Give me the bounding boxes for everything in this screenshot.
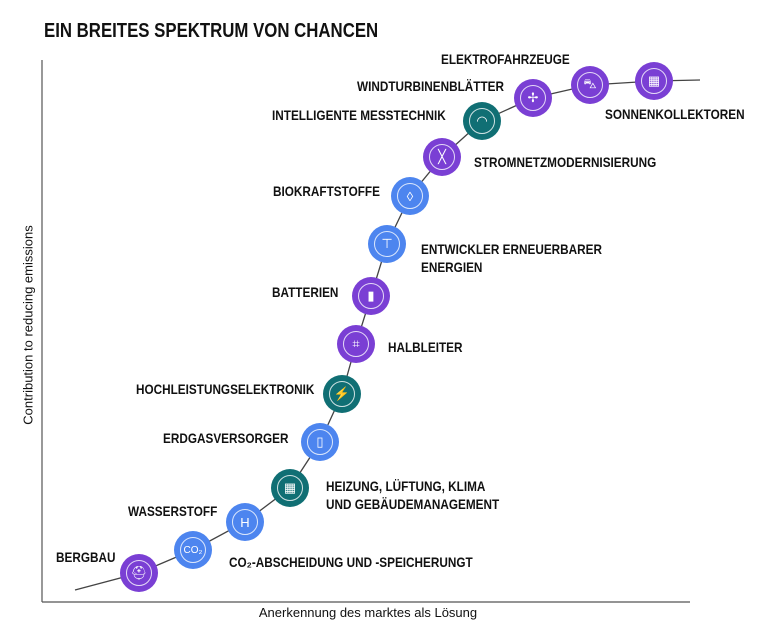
item-label-line: INTELLIGENTE MESSTECHNIK: [272, 107, 446, 123]
item-label-line: WINDTURBINENBLÄTTER: [357, 78, 504, 94]
item-label-line: ERDGASVERSORGER: [163, 430, 289, 446]
node-3: H: [226, 503, 264, 541]
node-ring: [641, 68, 667, 94]
node-8: ▮: [352, 277, 390, 315]
item-label-line: HOCHLEISTUNGSELEKTRONIK: [136, 381, 315, 397]
page-title: EIN BREITES SPEKTRUM VON CHANCEN: [44, 20, 379, 42]
item-label: ELEKTROFAHRZEUGE: [441, 50, 594, 68]
item-label: BERGBAU: [56, 548, 127, 566]
node-ring: [277, 475, 303, 501]
item-label-line: ELEKTROFAHRZEUGE: [441, 51, 570, 67]
crane-icon: ⊤: [381, 236, 393, 251]
node-ring: [232, 509, 258, 535]
drop-icon: ◊: [406, 188, 414, 204]
item-label-line: SONNENKOLLEKTOREN: [605, 106, 745, 122]
y-axis-label: Contribution to reducing emissions: [20, 225, 36, 425]
node-13: ✢: [514, 79, 552, 117]
node-ring: [469, 108, 495, 134]
building-icon: ▦: [283, 480, 297, 495]
co2-icon: CO₂: [183, 544, 203, 556]
node-1: ⛑: [120, 554, 158, 592]
item-label-line: WASSERSTOFF: [128, 503, 218, 519]
car-icon: ⛍: [583, 76, 597, 91]
item-label: WASSERSTOFF: [128, 502, 234, 520]
chip-icon: ⌗: [352, 336, 360, 351]
item-label: HALBLEITER: [388, 338, 477, 356]
item-label-line: BERGBAU: [56, 549, 116, 565]
item-label: BIOKRAFTSTOFFE: [273, 182, 400, 200]
node-ring: [374, 231, 400, 257]
node-11: ╳: [423, 138, 461, 176]
node-14: ⛍: [571, 66, 609, 104]
item-label-line: ENERGIEN: [421, 259, 483, 275]
node-7: ⌗: [337, 325, 375, 363]
node-ring: [126, 560, 152, 586]
item-label: ENTWICKLER ERNEUERBARER ENERGIEN: [421, 240, 636, 276]
item-label-line: CO₂-ABSCHEIDUNG UND -SPEICHERUNGT: [229, 554, 473, 570]
x-axis-label: Anerkennung des marktes als Lösung: [258, 605, 478, 620]
node-ring: [358, 283, 384, 309]
node-10: ◊: [391, 177, 429, 215]
node-ring: [397, 183, 423, 209]
gas-cylinder-icon: ▯: [316, 434, 324, 449]
node-15: ▦: [635, 62, 673, 100]
solar-panel-icon: ▦: [647, 73, 661, 88]
item-label-line: HEIZUNG, LÜFTUNG, KLIMA: [326, 478, 486, 494]
node-9: ⊤: [368, 225, 406, 263]
power-pylon-icon: ╳: [438, 149, 446, 164]
item-label: BATTERIEN: [272, 283, 351, 301]
item-label-line: HALBLEITER: [388, 339, 463, 355]
node-6: ⚡: [323, 375, 361, 413]
node-ring: [329, 381, 355, 407]
hydrogen-icon: H: [240, 514, 250, 530]
item-label: SONNENKOLLEKTOREN: [605, 105, 762, 123]
node-ring: [520, 85, 546, 111]
node-ring: [307, 429, 333, 455]
node-4: ▦: [271, 469, 309, 507]
node-ring: [429, 144, 455, 170]
wind-turbine-icon: ✢: [527, 90, 539, 105]
item-label: STROMNETZMODERNISIERUNG: [474, 153, 691, 171]
node-ring: [343, 331, 369, 357]
item-label: HEIZUNG, LÜFTUNG, KLIMA UND GEBÄUDEMANAGE…: [326, 477, 532, 513]
node-5: ▯: [301, 423, 339, 461]
item-label-line: BIOKRAFTSTOFFE: [273, 183, 380, 199]
lightning-icon: ⚡: [333, 386, 351, 401]
item-label: INTELLIGENTE MESSTECHNIK: [272, 106, 479, 124]
item-label: HOCHLEISTUNGSELEKTRONIK: [136, 380, 348, 398]
item-label: WINDTURBINENBLÄTTER: [357, 77, 532, 95]
item-label-line: ENTWICKLER ERNEUERBARER: [421, 241, 602, 257]
node-12: ◠: [463, 102, 501, 140]
battery-icon: ▮: [367, 288, 375, 303]
node-ring: [180, 537, 206, 563]
item-label-line: UND GEBÄUDEMANAGEMENT: [326, 496, 500, 512]
hard-hat-icon: ⛑: [130, 565, 148, 580]
node-ring: [577, 72, 603, 98]
item-label: ERDGASVERSORGER: [163, 429, 312, 447]
node-2: CO₂: [174, 531, 212, 569]
meter-gauge-icon: ◠: [476, 113, 488, 128]
item-label-line: BATTERIEN: [272, 284, 339, 300]
item-label-line: STROMNETZMODERNISIERUNG: [474, 154, 657, 170]
item-label: CO₂-ABSCHEIDUNG UND -SPEICHERUNGT: [229, 553, 519, 571]
